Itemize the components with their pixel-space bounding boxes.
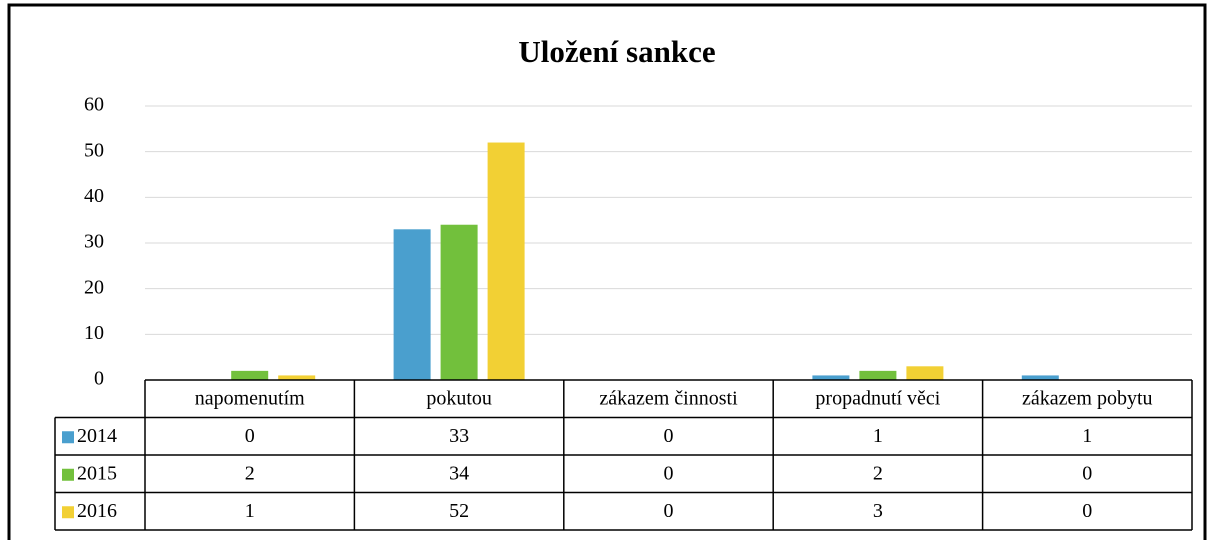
table-cell: 1 xyxy=(1082,425,1092,447)
y-tick-label: 30 xyxy=(84,231,104,253)
x-tick-label: zákazem činnosti xyxy=(599,387,738,409)
x-tick-label: pokutou xyxy=(426,387,492,409)
bar xyxy=(487,142,525,380)
y-tick-label: 60 xyxy=(84,94,104,116)
y-tick-label: 50 xyxy=(84,139,104,161)
legend-key xyxy=(62,431,74,444)
x-tick-label: zákazem pobytu xyxy=(1022,387,1153,409)
table-cell: 0 xyxy=(245,425,255,447)
table-cell: 1 xyxy=(873,425,883,447)
bar xyxy=(906,366,944,380)
table-cell: 1 xyxy=(245,500,255,522)
table-cell: 33 xyxy=(449,425,469,447)
legend-label: 2015 xyxy=(77,462,117,484)
table-cell: 34 xyxy=(449,462,469,484)
table-cell: 2 xyxy=(873,462,883,484)
table-cell: 0 xyxy=(1082,500,1092,522)
legend-key xyxy=(62,506,74,519)
chart-border xyxy=(7,3,1207,540)
y-tick-label: 10 xyxy=(84,322,104,344)
table-cell: 3 xyxy=(873,500,883,522)
bar xyxy=(393,229,431,380)
bar xyxy=(231,370,269,380)
bar xyxy=(1021,375,1059,380)
bar xyxy=(859,370,897,380)
y-tick-label: 40 xyxy=(84,185,104,207)
legend-key xyxy=(62,468,74,481)
table-cell: 0 xyxy=(664,500,674,522)
x-tick-label: napomenutím xyxy=(195,387,305,409)
bar xyxy=(278,375,316,380)
y-tick-label: 20 xyxy=(84,276,104,298)
bar xyxy=(812,375,850,380)
bar xyxy=(440,224,478,380)
y-tick-label: 0 xyxy=(94,368,104,390)
table-cell: 0 xyxy=(664,425,674,447)
legend-label: 2014 xyxy=(77,425,117,447)
table-cell: 52 xyxy=(449,500,469,522)
legend-label: 2016 xyxy=(77,500,117,522)
table-cell: 0 xyxy=(1082,462,1092,484)
table-cell: 2 xyxy=(245,462,255,484)
chart-title: Uložení sankce xyxy=(518,34,715,69)
table-cell: 0 xyxy=(664,462,674,484)
x-tick-label: propadnutí věci xyxy=(815,387,940,409)
